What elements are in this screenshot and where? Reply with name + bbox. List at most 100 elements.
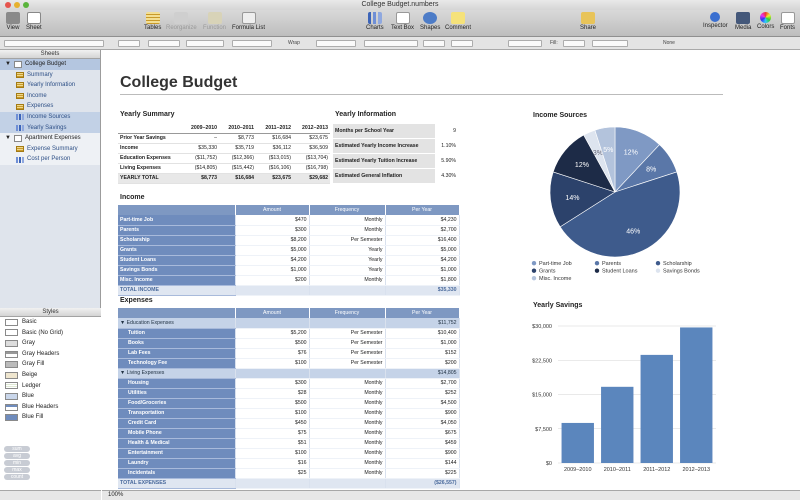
font-size-popup[interactable] [148,40,180,47]
cell[interactable]: $500 [235,338,310,349]
table-row[interactable]: Estimated Yearly Tuition Increase 5.90% [333,153,458,169]
cell[interactable]: ($13,015) [256,153,293,164]
table-row[interactable]: Months per School Year 9 [333,124,458,139]
sidebar-item-yearly-savings[interactable]: Yearly Savings [0,122,100,134]
row-label[interactable]: Housing [118,378,236,389]
row-label[interactable]: Incidentals [118,468,236,479]
cell[interactable]: – [182,133,219,144]
row-label[interactable]: Entertainment [118,448,236,459]
cell[interactable] [309,284,386,296]
sheet-college-budget[interactable]: ▼ College Budget [0,59,100,70]
tables-button[interactable]: Tables [144,12,161,31]
cell[interactable]: Monthly [309,408,386,419]
inspector-button[interactable]: Inspector [703,12,728,29]
cell[interactable]: $29,682 [293,172,330,184]
disclosure-triangle-icon[interactable]: ▼ [5,135,11,142]
cell[interactable]: ($16,106) [256,163,293,174]
table-row[interactable]: Mobile Phone $75 Monthly $675 [118,428,460,439]
cell[interactable]: Monthly [309,388,386,399]
cell[interactable] [235,477,310,489]
cell[interactable]: 4.30% [435,168,458,184]
cell[interactable]: $100 [235,358,310,369]
cell[interactable]: $36,112 [256,143,293,154]
cell[interactable]: Per Semester [309,328,386,339]
stroke-popup[interactable] [508,40,542,47]
category-row-living[interactable]: ▼ Living Expenses $14,805 [118,368,460,379]
cell[interactable]: $8,200 [235,235,310,246]
row-label[interactable]: Food/Groceries [118,398,236,409]
table-row[interactable]: Incidentals $25 Monthly $225 [118,468,460,479]
cell[interactable]: ($13,704) [293,153,330,164]
table-total-row[interactable]: TOTAL INCOME $35,330 [118,284,460,296]
cell[interactable]: $300 [235,225,310,236]
table-row[interactable]: Parents $300 Monthly $2,700 [118,225,460,236]
cell[interactable]: 1.10% [435,138,458,154]
cell[interactable]: $25 [235,468,310,479]
row-label[interactable]: Months per School Year [333,124,435,139]
cell[interactable]: Per Semester [309,338,386,349]
cell[interactable]: Monthly [309,468,386,479]
sidebar-item-expense-summary[interactable]: Expense Summary [0,143,100,155]
reorganize-button[interactable]: Reorganize [166,12,197,31]
row-label[interactable]: Credit Card [118,418,236,429]
sidebar-item-summary[interactable]: Summary [0,70,100,81]
cell[interactable]: $23,675 [293,133,330,144]
text-style-buttons[interactable] [186,40,224,47]
cell[interactable]: $1,000 [385,265,460,276]
income-sources-chart[interactable]: 12% 8% 46% 14% 12% 3% 5% Part-time Job Parents Sc… [520,120,720,290]
row-label[interactable]: Parents [118,225,236,236]
style-blue-fill[interactable]: Blue Fill [0,412,101,423]
table-row[interactable]: Grants $5,000 Yearly $5,000 [118,245,460,256]
row-label[interactable]: Student Loans [118,255,236,266]
sheet-button[interactable]: Sheet [26,12,42,31]
cell[interactable]: Monthly [309,378,386,389]
yearly-summary-table[interactable]: 2009–2010 2010–2011 2011–2012 2012–2013 … [118,123,330,184]
cell[interactable]: $10,400 [385,328,460,339]
style-gray-fill[interactable]: Gray Fill [0,359,101,370]
cell[interactable]: $152 [385,348,460,359]
cell[interactable]: $5,000 [385,245,460,256]
cell[interactable]: Per Semester [309,235,386,246]
disclosure-triangle-icon[interactable]: ▼ [120,370,127,376]
cell[interactable]: $23,675 [256,172,293,184]
cell[interactable]: Monthly [309,428,386,439]
sidebar-item-income-sources[interactable]: Income Sources [0,111,100,123]
table-row[interactable]: Laundry $16 Monthly $144 [118,458,460,469]
style-popup[interactable] [4,40,104,47]
colors-button[interactable]: Colors [757,12,774,30]
row-label[interactable]: Prior Year Savings [118,133,182,144]
cell[interactable] [309,368,386,379]
table-row[interactable]: Housing $300 Monthly $2,700 [118,378,460,389]
disclosure-triangle-icon[interactable]: ▼ [120,319,127,326]
row-label[interactable]: Grants [118,245,236,256]
style-blue-headers[interactable]: Blue Headers [0,402,101,413]
cell[interactable]: $4,200 [235,255,310,266]
formula-list-button[interactable]: Formula List [232,12,265,31]
cell[interactable]: $5,200 [235,328,310,339]
function-button[interactable]: Function [203,12,226,31]
yearly-information-table[interactable]: Months per School Year 9 Estimated Yearly… [333,124,458,184]
close-window-button[interactable] [5,2,11,8]
cell[interactable]: $16 [235,458,310,469]
cell[interactable]: ($26,557) [385,477,460,489]
expenses-table[interactable]: Amount Frequency Per Year ▼ Education Ex… [118,308,460,489]
yearly-savings-chart[interactable]: $0 $7,500 $15,000 $22,500 $30,000 2009–2010 20… [520,315,720,480]
row-label[interactable]: Health & Medical [118,438,236,449]
table-row[interactable]: Lab Fees $76 Per Semester $152 [118,348,460,359]
style-ledger[interactable]: Ledger [0,381,101,392]
cell[interactable]: $200 [385,358,460,369]
cell[interactable]: $4,500 [385,398,460,409]
row-label[interactable]: Technology Fee [118,358,236,369]
cell[interactable] [235,368,310,379]
table-row[interactable]: Savings Bonds $1,000 Yearly $1,000 [118,265,460,276]
comment-button[interactable]: Comment [445,12,471,31]
table-row[interactable]: Health & Medical $51 Monthly $459 [118,438,460,449]
cell[interactable]: ($14,805) [182,163,219,174]
table-row[interactable]: Credit Card $450 Monthly $4,050 [118,418,460,429]
cell[interactable]: ($12,366) [219,153,256,164]
fill-color-well[interactable] [563,40,585,47]
cell[interactable]: Monthly [309,438,386,449]
sidebar-item-cost-per-person[interactable]: Cost per Person [0,154,100,165]
row-label[interactable]: Education Expenses [118,153,182,164]
table-row[interactable]: Part-time Job $470 Monthly $4,230 [118,215,460,226]
